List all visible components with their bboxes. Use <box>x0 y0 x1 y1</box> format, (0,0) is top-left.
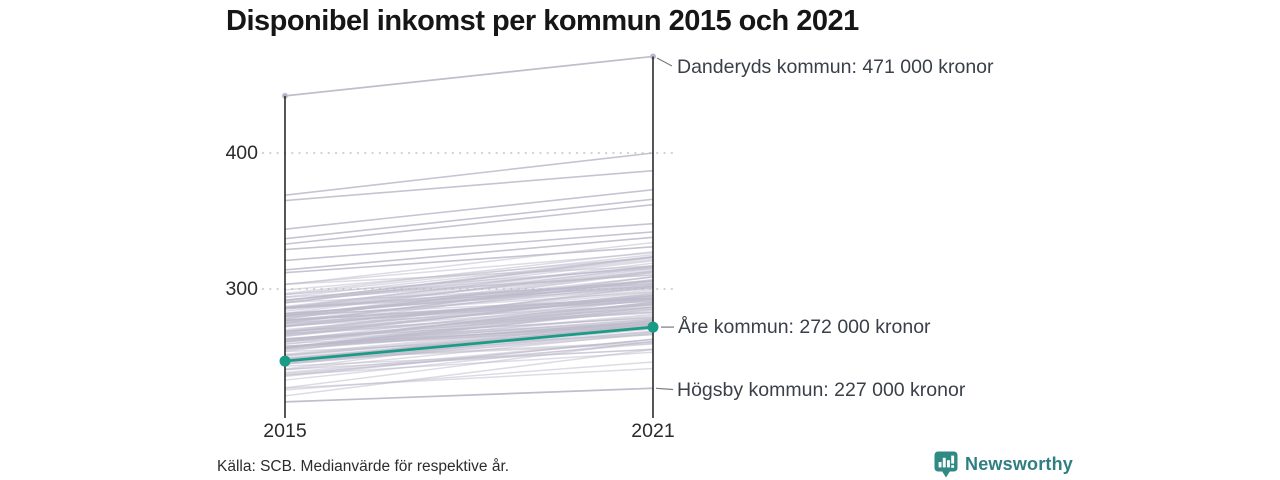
annotation-hogsby: Högsby kommun: 227 000 kronor <box>677 379 966 401</box>
xlabel-2015: 2015 <box>263 420 307 442</box>
annotation-danderyd: Danderyds kommun: 471 000 kronor <box>677 56 994 78</box>
source-note: Källa: SCB. Medianvärde för respektive å… <box>217 458 510 475</box>
newsworthy-logo[interactable]: Newsworthy <box>934 451 1073 478</box>
newsworthy-wordmark: Newsworthy <box>965 454 1074 474</box>
ytick-400: 400 <box>225 142 258 164</box>
annotation-are: Åre kommun: 272 000 kronor <box>678 316 931 338</box>
xlabel-2021: 2021 <box>631 420 675 442</box>
chart-title: Disponibel inkomst per kommun 2015 och 2… <box>226 5 859 37</box>
newsworthy-icon <box>934 451 958 478</box>
ytick-300: 300 <box>225 278 258 300</box>
